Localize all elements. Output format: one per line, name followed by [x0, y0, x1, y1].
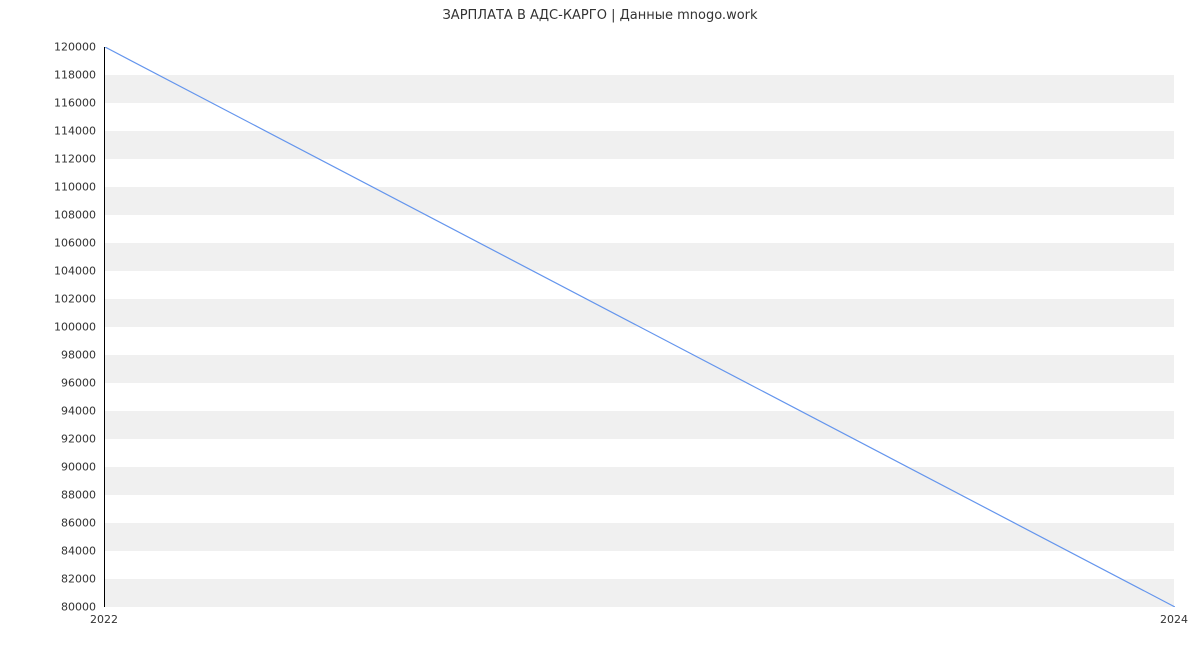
y-tick-label: 88000: [0, 489, 96, 502]
plot-area: [104, 47, 1174, 607]
y-tick-label: 110000: [0, 181, 96, 194]
x-tick-label: 2022: [90, 613, 118, 626]
y-tick-label: 80000: [0, 601, 96, 614]
y-tick-label: 90000: [0, 461, 96, 474]
y-tick-label: 86000: [0, 517, 96, 530]
y-tick-label: 120000: [0, 41, 96, 54]
y-tick-label: 108000: [0, 209, 96, 222]
y-tick-label: 96000: [0, 377, 96, 390]
y-tick-label: 118000: [0, 69, 96, 82]
y-tick-label: 102000: [0, 293, 96, 306]
y-tick-label: 104000: [0, 265, 96, 278]
y-tick-label: 106000: [0, 237, 96, 250]
y-tick-label: 98000: [0, 349, 96, 362]
y-tick-label: 82000: [0, 573, 96, 586]
y-tick-label: 92000: [0, 433, 96, 446]
y-tick-label: 114000: [0, 125, 96, 138]
series-line: [105, 47, 1175, 607]
y-tick-label: 112000: [0, 153, 96, 166]
y-tick-label: 84000: [0, 545, 96, 558]
y-tick-label: 116000: [0, 97, 96, 110]
x-tick-label: 2024: [1160, 613, 1188, 626]
y-tick-label: 94000: [0, 405, 96, 418]
chart-title: ЗАРПЛАТА В АДС-КАРГО | Данные mnogo.work: [0, 8, 1200, 23]
line-layer: [105, 47, 1175, 607]
y-tick-label: 100000: [0, 321, 96, 334]
